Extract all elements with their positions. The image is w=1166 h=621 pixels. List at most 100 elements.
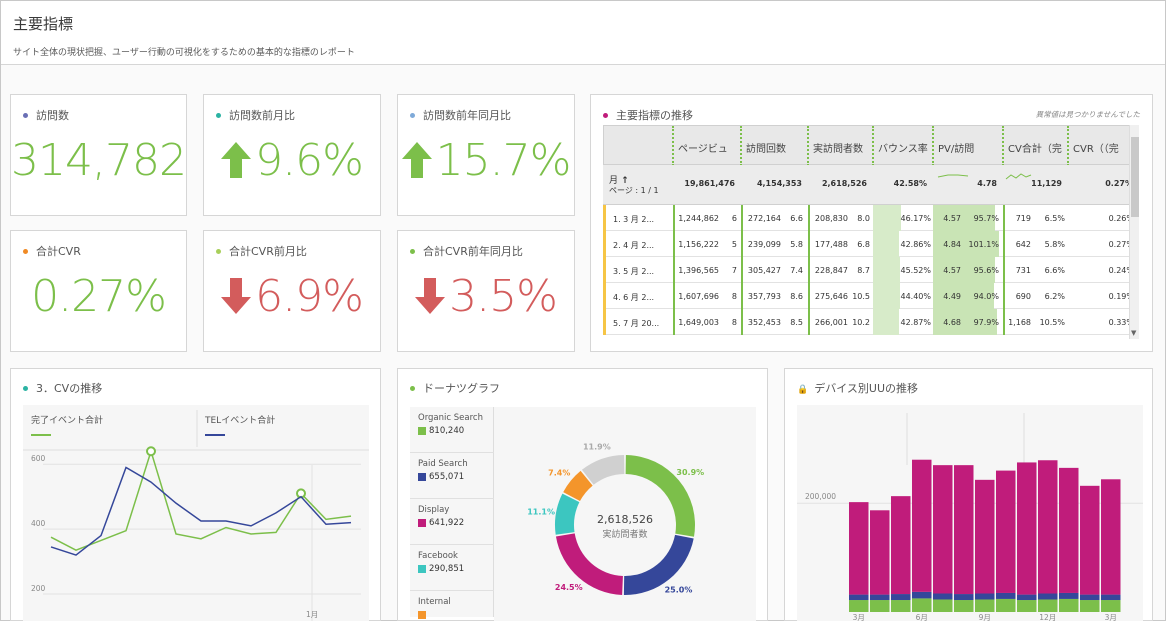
panel-dot-icon: [23, 112, 28, 118]
kpi-panel: 訪問数前月比 9.6%: [203, 94, 381, 216]
table-cell: 42.86%: [900, 240, 931, 249]
arrow-up-icon: [221, 142, 252, 178]
table-row[interactable]: 2. 4 月 2... 1,156,222 5 239,099 5.8 177,488 6.…: [603, 231, 1139, 257]
bar-segment[interactable]: [912, 459, 932, 592]
table-cell: 1,244,862: [678, 214, 719, 223]
legend-label: Organic Search: [418, 413, 483, 423]
bar-segment[interactable]: [996, 598, 1016, 612]
bar-segment[interactable]: [933, 599, 953, 612]
row-marker: [603, 309, 606, 335]
column-header[interactable]: ページビュ: [678, 144, 728, 155]
slice-label: 30.9%: [676, 468, 704, 477]
table-row[interactable]: 1. 3 月 2... 1,244,862 6 272,164 6.6 208,830 8.…: [603, 205, 1139, 231]
bar-segment[interactable]: [870, 594, 890, 601]
column-header[interactable]: 実訪問者数: [813, 144, 863, 155]
column-header[interactable]: PV/訪問: [938, 144, 975, 155]
bar-segment[interactable]: [1101, 600, 1121, 612]
uv-bar-edge: [808, 309, 810, 335]
summary-cell: 2,618,526: [821, 179, 867, 188]
bar-segment[interactable]: [1101, 594, 1121, 601]
bar-segment[interactable]: [975, 599, 995, 612]
kpi-title: 訪問数前年同月比: [410, 107, 511, 123]
bar-segment[interactable]: [891, 496, 911, 595]
bar-segment[interactable]: [870, 600, 890, 612]
bar-segment[interactable]: [891, 600, 911, 612]
kpi-label: 合計CVR前年同月比: [423, 245, 523, 258]
bar-segment[interactable]: [996, 470, 1016, 593]
bar-segment[interactable]: [1059, 598, 1079, 612]
bar-segment[interactable]: [975, 593, 995, 600]
kpi-label: 訪問数: [36, 109, 69, 122]
donut-legend-item[interactable]: Facebook 290,851: [410, 545, 494, 591]
column-header[interactable]: CVR（（完: [1073, 144, 1119, 155]
donut-legend-item[interactable]: Internal: [410, 591, 494, 621]
bar-segment[interactable]: [1038, 593, 1058, 600]
summary-cell: 19,861,476: [684, 179, 735, 188]
bar-segment[interactable]: [1080, 485, 1100, 595]
bar-segment[interactable]: [954, 600, 974, 612]
bar-segment[interactable]: [1080, 600, 1100, 612]
scrollbar-thumb[interactable]: [1131, 137, 1139, 217]
table-scrollbar[interactable]: ▼: [1129, 125, 1139, 339]
bar-segment[interactable]: [1101, 479, 1121, 595]
donut-slice[interactable]: [555, 533, 623, 595]
sort-up-icon[interactable]: ↑: [618, 176, 629, 186]
donut-slice[interactable]: [563, 470, 593, 502]
kpi-panel: 合計CVR 0.27%: [10, 230, 187, 352]
donut-slice[interactable]: [555, 493, 580, 535]
x-tick-label: 3月: [1105, 613, 1117, 621]
cv-trend-title-text: 3．CVの推移: [36, 382, 103, 395]
bar-segment[interactable]: [975, 479, 995, 594]
bar-segment[interactable]: [954, 465, 974, 595]
column-header[interactable]: CV合計（完: [1008, 144, 1062, 155]
table-cell: 177,488: [814, 240, 848, 249]
bar-segment[interactable]: [912, 591, 932, 599]
bar-segment[interactable]: [891, 594, 911, 601]
highlight-point[interactable]: [146, 446, 156, 457]
bar-segment[interactable]: [849, 600, 869, 612]
bar-segment[interactable]: [912, 598, 932, 612]
bar-segment[interactable]: [1017, 462, 1037, 595]
table-cell: 2. 4 月 2...: [613, 241, 655, 250]
trend-table-title: 主要指標の推移: [603, 107, 693, 123]
bar-segment[interactable]: [870, 510, 890, 595]
bar-segment[interactable]: [1059, 592, 1079, 599]
bar-segment[interactable]: [1038, 599, 1058, 612]
legend-value-text: 290,851: [429, 564, 465, 574]
panel-dot-icon: [23, 248, 28, 254]
donut-slice[interactable]: [623, 534, 694, 595]
table-row[interactable]: 5. 7 月 20... 1,649,003 8 352,453 8.5 266,001 1…: [603, 309, 1139, 335]
bar-segment[interactable]: [1080, 594, 1100, 601]
bar-segment[interactable]: [954, 594, 974, 601]
table-row[interactable]: 4. 6 月 2... 1,607,696 8 357,793 8.6 275,646 10…: [603, 283, 1139, 309]
column-header[interactable]: 訪問回数: [746, 144, 786, 155]
bar-segment[interactable]: [1017, 600, 1037, 612]
table-row[interactable]: 3. 5 月 2... 1,396,565 7 305,427 7.4 228,847 8.…: [603, 257, 1139, 283]
donut-slice[interactable]: [625, 455, 695, 537]
bar-segment[interactable]: [996, 592, 1016, 599]
bar-segment[interactable]: [849, 594, 869, 601]
bar-segment[interactable]: [1059, 467, 1079, 593]
bar-segment[interactable]: [933, 593, 953, 600]
bar-segment[interactable]: [849, 502, 869, 595]
column-header[interactable]: バウンス率: [878, 144, 928, 155]
pv-bar-edge: [673, 205, 675, 231]
cv-bar-edge: [1003, 257, 1005, 283]
donut-legend-item[interactable]: Display 641,922: [410, 499, 494, 545]
donut-slice[interactable]: [581, 455, 625, 485]
kpi-title: 合計CVR前年同月比: [410, 243, 523, 259]
table-cell: 42.87%: [900, 318, 931, 327]
legend-value-text: 641,922: [429, 518, 465, 528]
scroll-down-icon[interactable]: ▼: [1131, 329, 1137, 337]
donut-legend-item[interactable]: Paid Search 655,071: [410, 453, 494, 499]
table-cell: 228,847: [814, 266, 848, 275]
bar-segment[interactable]: [1038, 460, 1058, 594]
donut-legend-item[interactable]: Organic Search 810,240: [410, 407, 494, 453]
bar-segment[interactable]: [1017, 594, 1037, 601]
y-tick-label: 200: [31, 584, 46, 593]
table-cell: 1,649,003: [678, 318, 719, 327]
table-cell: 46.17%: [900, 214, 931, 223]
bar-segment[interactable]: [933, 465, 953, 594]
kpi-value: 15.7%: [398, 135, 574, 186]
pvv-bar: [933, 231, 999, 257]
